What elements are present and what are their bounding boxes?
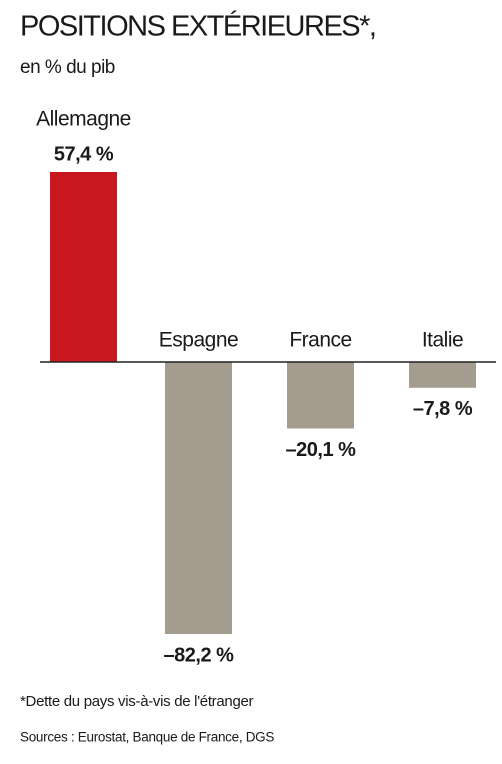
chart-subtitle: en % du pib (20, 57, 115, 78)
value-label: 57,4 % (54, 143, 114, 165)
bar (409, 361, 476, 388)
value-label: –20,1 % (286, 439, 357, 461)
category-label: France (289, 329, 351, 352)
chart-title: POSITIONS EXTÉRIEURES*, (20, 10, 375, 43)
value-label: –82,2 % (164, 644, 235, 666)
category-label: Espagne (159, 329, 238, 352)
source: Sources : Eurostat, Banque de France, DG… (20, 730, 274, 745)
category-label: Allemagne (36, 108, 131, 131)
bar (50, 172, 117, 362)
category-label: Italie (422, 329, 463, 352)
footnote: *Dette du pays vis-à-vis de l'étranger (20, 693, 254, 710)
value-label: –7,8 % (413, 398, 473, 420)
bar (287, 361, 354, 429)
bar (165, 361, 232, 634)
